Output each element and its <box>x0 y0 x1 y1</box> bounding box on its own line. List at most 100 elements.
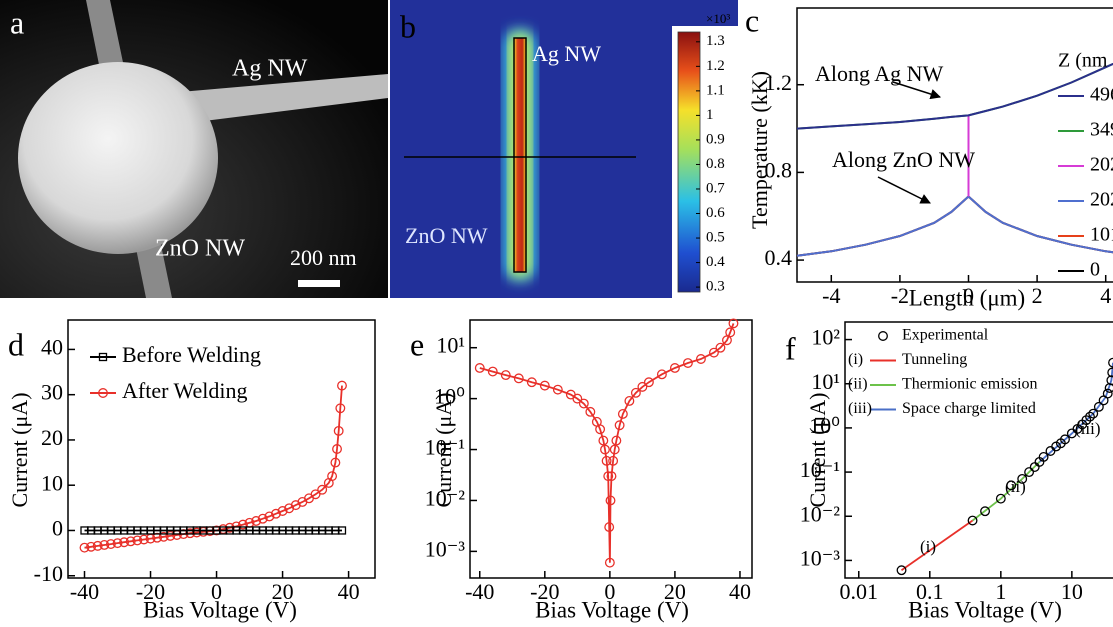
series-line <box>796 62 1113 130</box>
x-tick-label: 0 <box>963 283 974 308</box>
marker <box>606 471 617 482</box>
panel-label: b <box>400 8 416 44</box>
legend-label: 496 <box>1090 84 1113 106</box>
x-tick-label: 40 <box>729 579 751 604</box>
y-tick-label: 10 <box>41 470 63 495</box>
x-axis-label: Bias Voltage (V) <box>908 597 1062 622</box>
x-tick-label: 1 <box>995 579 1006 604</box>
marker <box>896 565 907 576</box>
marker <box>251 516 262 526</box>
marker <box>333 425 344 436</box>
chart: -40 -20 0 20 40 10¹ 10⁰ 10⁻¹ 10⁻² 10⁻³ e Bias Volta… <box>410 318 753 622</box>
y-tick-label: 30 <box>41 380 63 405</box>
colorbar-label: 1.1 <box>706 82 725 98</box>
marker <box>165 530 176 541</box>
annotation: (ii) <box>1005 477 1026 496</box>
panel-label: d <box>8 326 24 362</box>
annotation: Along ZnO NW <box>832 147 975 172</box>
panel-a: a Ag NW ZnO NW 200 nm <box>0 0 388 298</box>
plot-frame <box>844 321 1113 579</box>
marker <box>608 455 619 466</box>
x-tick-label: 10 <box>1061 579 1083 604</box>
marker <box>624 396 635 406</box>
marker <box>277 506 288 516</box>
x-tick-label: 20 <box>664 579 686 604</box>
marker <box>708 347 719 358</box>
marker <box>1093 401 1104 412</box>
marker <box>1045 446 1056 456</box>
x-tick-label: 40 <box>338 579 360 604</box>
marker <box>513 373 524 384</box>
chart: -40 -20 0 20 40 -10 0 10 20 30 40 d Bias Voltage (V)… <box>7 319 376 622</box>
panel-label: c <box>745 2 759 38</box>
chart: 0.01 0.1 1 10 10² 10¹ 10⁰ 10⁻¹ 10⁻² 10⁻³ f Bias Vol… <box>785 321 1113 622</box>
x-tick-label: 0.01 <box>840 579 879 604</box>
y-tick-label: 10¹ <box>811 369 840 394</box>
legend-label: 101 <box>1090 224 1113 246</box>
marker <box>474 363 485 373</box>
colorbar-ticks: 1.3 1.2 1.1 1 0.9 0.8 0.7 0.6 0.5 0.4 0.3 <box>696 33 725 295</box>
marker <box>86 541 97 552</box>
marker <box>1107 367 1113 378</box>
marker <box>112 538 123 549</box>
colorbar-label: 1.3 <box>706 33 725 49</box>
y-tick-label: 20 <box>41 425 63 450</box>
marker <box>337 380 347 391</box>
marker <box>1108 357 1113 368</box>
label: ZnO NW <box>405 223 488 248</box>
marker <box>79 542 90 553</box>
marker <box>1006 480 1017 491</box>
y-tick-label: 10⁻³ <box>425 536 466 561</box>
marker <box>500 370 511 381</box>
annotation: Along Ag NW <box>815 61 944 86</box>
y-tick-label: 0.8 <box>765 157 793 182</box>
marker <box>669 363 680 373</box>
legend-label: Tunneling <box>902 351 967 368</box>
marker <box>617 408 628 419</box>
marker <box>572 393 583 404</box>
y-tick-label: -10 <box>34 561 63 586</box>
x-tick-label: -2 <box>891 283 909 308</box>
marker <box>271 508 281 519</box>
y-axis-label: Temperature (kK) <box>747 71 772 229</box>
marker <box>310 489 321 500</box>
y-tick-label: 1.2 <box>765 70 793 95</box>
x-tick-label: 0.1 <box>916 579 944 604</box>
marker <box>337 526 347 535</box>
legend-label: 202 <box>1090 189 1113 211</box>
marker <box>1106 375 1113 386</box>
legend-tag: (ii) <box>848 376 868 393</box>
marker <box>191 527 202 538</box>
colorbar-label: 0.9 <box>706 131 725 147</box>
series-line <box>796 195 1113 257</box>
marker <box>539 380 550 391</box>
y-tick-label: 10⁻³ <box>800 545 841 570</box>
marker <box>317 484 328 495</box>
y-tick-label: 10⁻¹ <box>800 457 840 482</box>
marker <box>578 398 589 409</box>
x-axis-label: Bias Voltage (V) <box>535 597 689 622</box>
marker <box>682 358 693 368</box>
marker <box>264 511 275 522</box>
y-tick-label: 10⁰ <box>809 413 840 438</box>
label: ZnO NW <box>155 236 245 262</box>
marker <box>92 540 103 551</box>
x-tick-label: 20 <box>272 579 294 604</box>
y-tick-label: 10⁻¹ <box>425 435 465 460</box>
y-tick-label: 40 <box>41 334 63 359</box>
annotation: (i) <box>920 537 936 556</box>
legend-marker <box>878 331 888 341</box>
marker <box>605 495 616 506</box>
marker <box>656 369 667 380</box>
y-axis-label: Current (μA) <box>805 392 830 507</box>
x-tick-label: 0 <box>604 579 615 604</box>
plot-frame <box>67 319 376 579</box>
legend-tag: (i) <box>848 351 863 368</box>
marker <box>1017 473 1028 484</box>
colorbar-label: 0.3 <box>706 279 725 295</box>
marker <box>695 354 706 364</box>
weld-ball <box>18 62 218 254</box>
marker <box>601 455 612 466</box>
y-tick-label: 10⁰ <box>434 384 465 409</box>
